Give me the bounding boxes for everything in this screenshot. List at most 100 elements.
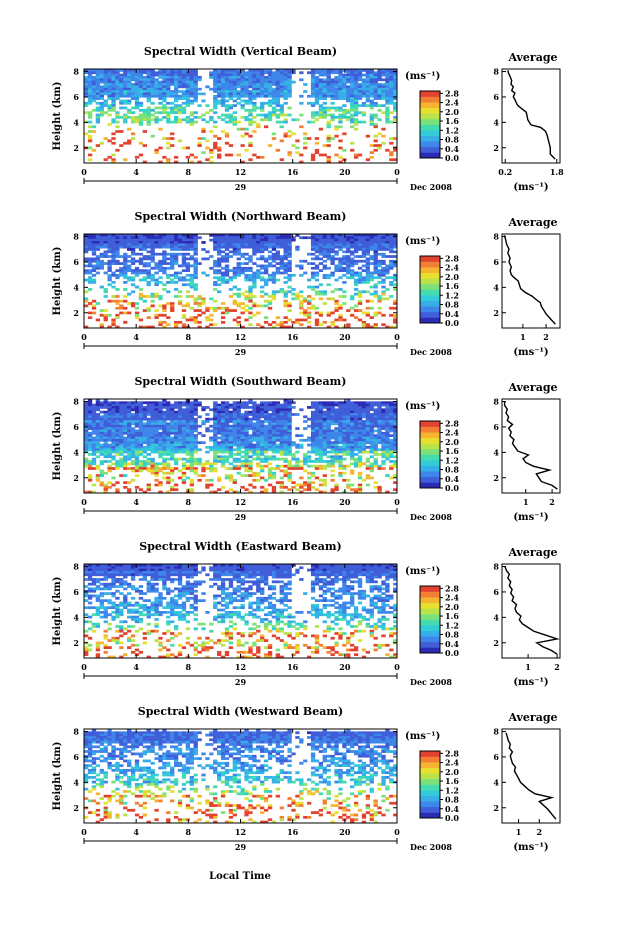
heatmap-cell	[181, 262, 187, 265]
heatmap-cell	[248, 420, 253, 423]
heatmap-cell	[256, 245, 261, 249]
heatmap-cell	[138, 83, 144, 86]
heatmap-cell	[287, 262, 292, 265]
heatmap-cell	[111, 406, 116, 409]
heatmap-cell	[330, 320, 335, 324]
heatmap-cell	[146, 413, 151, 416]
heatmap-cell	[150, 241, 155, 244]
heatmap-cell	[342, 302, 347, 305]
heatmap-cell	[84, 448, 89, 452]
heatmap-cell	[318, 127, 324, 131]
heatmap-cell	[267, 413, 273, 416]
heatmap-cell	[220, 238, 226, 242]
heatmap-cell	[357, 441, 363, 445]
heatmap-cell	[346, 78, 351, 82]
heatmap-cell	[357, 97, 363, 100]
heatmap-cell	[173, 273, 179, 277]
heatmap-cell	[303, 453, 308, 456]
heatmap-cell	[87, 408, 93, 412]
heatmap-cell	[91, 243, 97, 247]
heatmap-cell	[87, 257, 93, 261]
heatmap-cell	[189, 285, 194, 289]
heatmap-cell	[393, 87, 398, 91]
heatmap-cell	[283, 134, 288, 138]
heatmap-cell	[193, 78, 198, 82]
heatmap-cell	[232, 436, 237, 440]
heatmap-cell	[314, 250, 320, 254]
heatmap-cell	[267, 403, 273, 407]
heatmap-cell	[267, 323, 273, 327]
heatmap-cell	[287, 151, 292, 154]
heatmap-cell	[189, 238, 194, 242]
heatmap-cell	[248, 446, 253, 449]
heatmap-cell	[91, 252, 97, 256]
heatmap-cell	[154, 90, 159, 93]
heatmap-cell	[291, 453, 296, 456]
heatmap-cell	[240, 99, 245, 103]
heatmap-cell	[385, 417, 390, 421]
heatmap-cell	[154, 266, 159, 270]
heatmap-cell	[127, 99, 132, 103]
heatmap-cell	[236, 273, 241, 277]
heatmap-cell	[342, 108, 347, 112]
heatmap-cell	[385, 245, 390, 249]
heatmap-cell	[381, 450, 386, 454]
heatmap-cell	[357, 153, 363, 157]
heatmap-cell	[389, 111, 394, 115]
heatmap-cell	[119, 406, 124, 409]
heatmap-cell	[177, 401, 183, 405]
heatmap-cell	[381, 241, 386, 244]
heatmap-cell	[228, 113, 234, 117]
heatmap-cell	[84, 78, 89, 82]
heatmap-cell	[342, 420, 347, 423]
heatmap-cell	[263, 264, 269, 268]
heatmap-cell	[130, 241, 136, 244]
heatmap-cell	[385, 266, 390, 270]
heatmap-cell	[299, 236, 304, 240]
heatmap-cell	[338, 434, 343, 437]
heatmap-cell	[173, 417, 179, 421]
heatmap-cell	[291, 401, 296, 405]
heatmap-cell	[342, 431, 347, 435]
heatmap-cell	[220, 406, 226, 409]
heatmap-cell	[189, 422, 194, 426]
heatmap-cell	[189, 441, 194, 445]
heatmap-cell	[173, 450, 179, 454]
heatmap-cell	[357, 424, 363, 428]
heatmap-cell	[381, 104, 386, 107]
heatmap-cell	[138, 269, 144, 272]
heatmap-cell	[170, 252, 175, 256]
heatmap-cell	[84, 457, 89, 461]
heatmap-cell	[244, 90, 249, 93]
colorbar-swatch	[420, 102, 440, 109]
heatmap-cell	[279, 241, 284, 244]
heatmap-cell	[217, 73, 222, 77]
heatmap-cell	[350, 306, 355, 310]
heatmap-cell	[166, 92, 171, 96]
heatmap-cell	[130, 236, 136, 240]
heatmap-cell	[252, 422, 257, 426]
heatmap-cell	[134, 78, 140, 82]
heatmap-cell	[369, 236, 374, 240]
heatmap-cell	[377, 252, 382, 256]
heatmap-cell	[111, 417, 116, 421]
heatmap-cell	[271, 292, 277, 296]
heatmap-cell	[389, 434, 394, 437]
heatmap-cell	[185, 146, 191, 150]
heatmap-cell	[338, 108, 343, 112]
heatmap-cell	[314, 420, 320, 423]
heatmap-cell	[357, 434, 363, 437]
heatmap-cell	[173, 248, 179, 251]
heatmap-cell	[130, 83, 136, 86]
heatmap-cell	[295, 434, 300, 437]
heatmap-cell	[260, 441, 265, 445]
heatmap-cell	[87, 134, 93, 138]
heatmap-cell	[146, 78, 151, 82]
heatmap-cell	[162, 399, 167, 402]
heatmap-cell	[299, 438, 304, 442]
heatmap-cell	[224, 83, 230, 86]
heatmap-cell	[166, 438, 171, 442]
heatmap-cell	[107, 413, 112, 416]
heatmap-cell	[295, 151, 300, 154]
heatmap-cell	[263, 245, 269, 249]
